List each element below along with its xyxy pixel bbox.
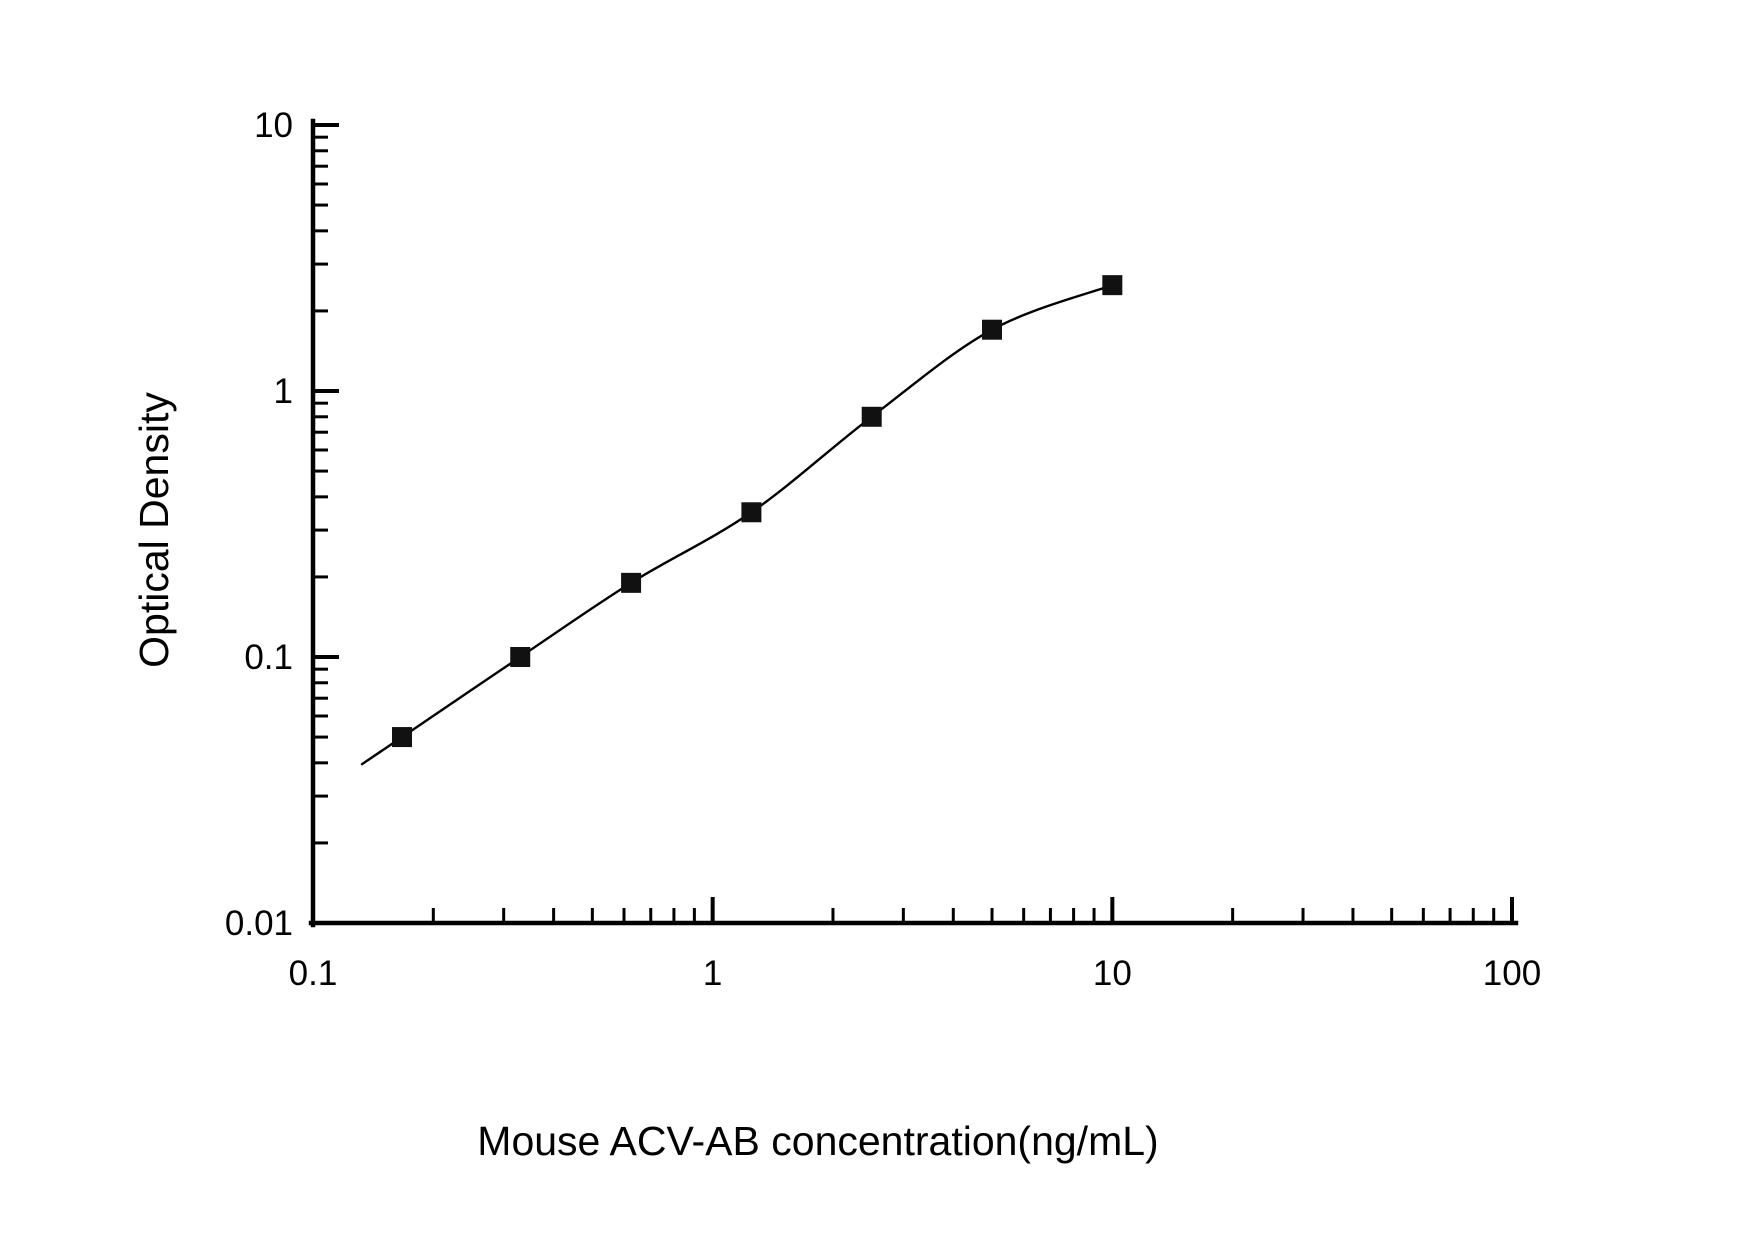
y-tick-label: 1 (274, 372, 293, 411)
x-tick-label: 10 (1093, 954, 1132, 993)
y-tick-label: 0.01 (225, 904, 293, 943)
data-point-marker (982, 319, 1003, 340)
axis-lines (308, 118, 1519, 928)
tick-labels: 0.1 1 10 100 10 1 0.1 0.01 (225, 106, 1541, 993)
x-tick-label: 100 (1483, 954, 1541, 993)
data-point-marker (1102, 275, 1123, 296)
data-point-marker (621, 572, 642, 593)
standard-curve-line (360, 283, 1114, 766)
data-point-marker (392, 727, 413, 748)
axis-ticks (311, 123, 1514, 925)
data-markers (392, 275, 1123, 748)
x-axis-title: Mouse ACV-AB concentration(ng/mL) (477, 1118, 1158, 1164)
data-point-marker (741, 502, 762, 523)
data-point-marker (861, 406, 882, 427)
y-tick-label: 10 (254, 106, 293, 145)
y-tick-label: 0.1 (244, 638, 293, 677)
data-point-marker (510, 647, 531, 667)
fit-curve-layer (360, 283, 1114, 766)
x-tick-label: 1 (703, 954, 722, 993)
y-axis-title: Optical Density (131, 392, 177, 668)
x-tick-label: 0.1 (289, 954, 338, 993)
